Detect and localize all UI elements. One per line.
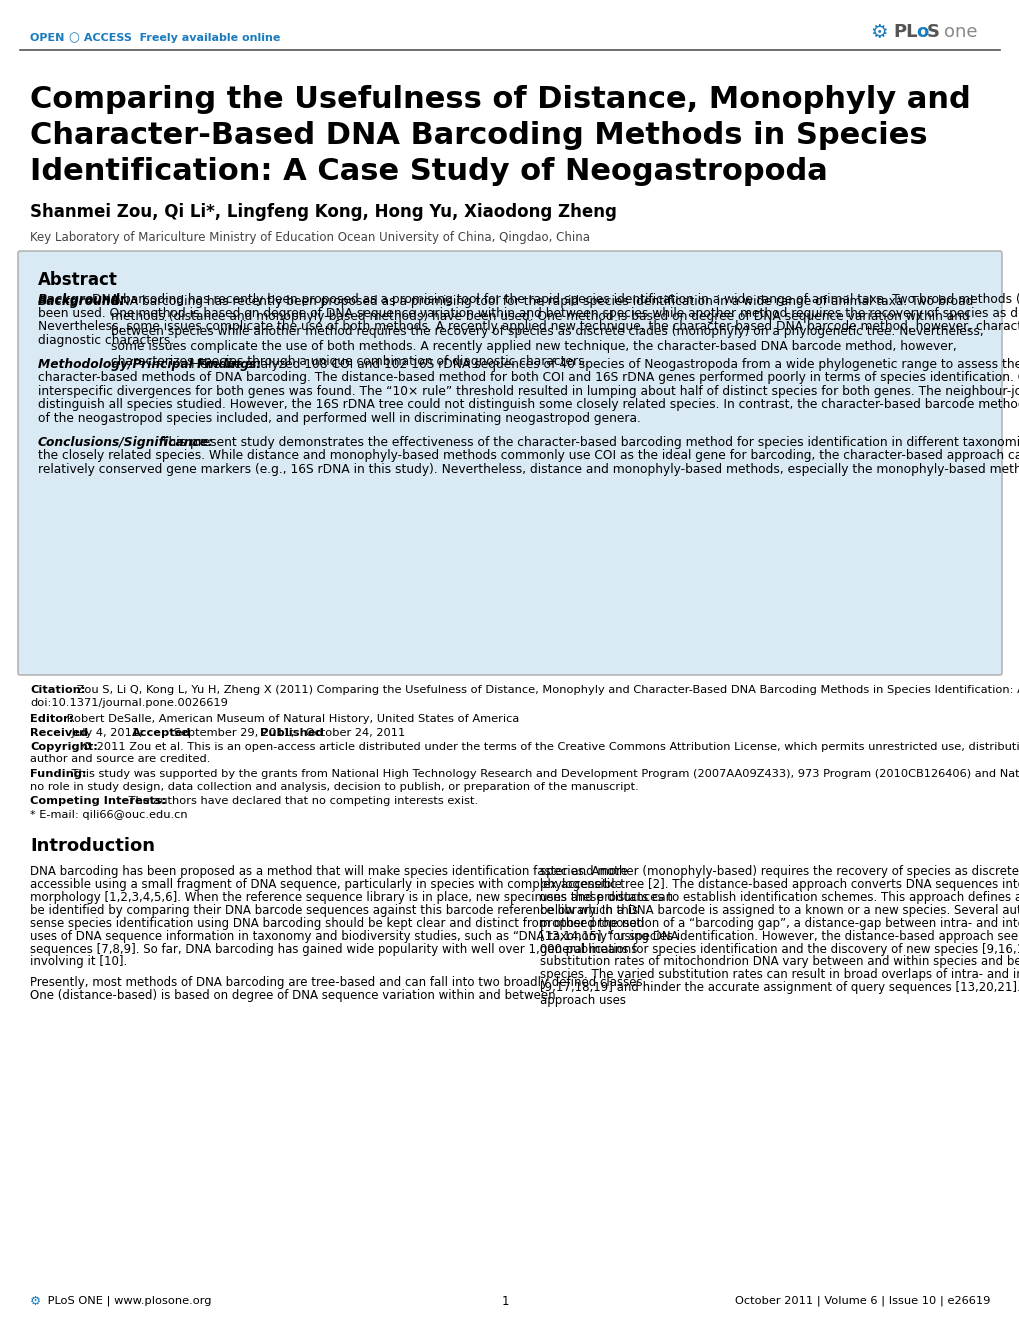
Text: [13,14,15], for species identification. However, the distance-based approach see: [13,14,15], for species identification. … xyxy=(539,930,1019,943)
Text: Abstract: Abstract xyxy=(38,271,118,288)
Text: Copyright:: Copyright: xyxy=(30,741,98,752)
Text: relatively conserved gene markers (e.g., 16S rDNA in this study). Nevertheless, : relatively conserved gene markers (e.g.,… xyxy=(38,464,1019,475)
Text: species. The varied substitution rates can result in broad overlaps of intra- an: species. The varied substitution rates c… xyxy=(539,968,1019,981)
Text: One (distance-based) is based on degree of DNA sequence variation within and bet: One (distance-based) is based on degree … xyxy=(30,989,555,1002)
Text: Methodology/Principal Findings:: Methodology/Principal Findings: xyxy=(38,357,261,370)
Text: diagnostic characters.: diagnostic characters. xyxy=(38,335,174,346)
Text: Robert DeSalle, American Museum of Natural History, United States of America: Robert DeSalle, American Museum of Natur… xyxy=(63,714,519,724)
Text: be identified by comparing their DNA barcode sequences against this barcode refe: be identified by comparing their DNA bar… xyxy=(30,903,638,917)
Text: approach uses: approach uses xyxy=(539,994,626,1008)
Text: This study was supported by the grants from National High Technology Research an: This study was supported by the grants f… xyxy=(68,769,1019,778)
Text: morphology [1,2,3,4,5,6]. When the reference sequence library is in place, new s: morphology [1,2,3,4,5,6]. When the refer… xyxy=(30,890,673,903)
Text: Key Laboratory of Mariculture Ministry of Education Ocean University of China, Q: Key Laboratory of Mariculture Ministry o… xyxy=(30,230,589,244)
Text: substitution rates of mitochondrion DNA vary between and within species and betw: substitution rates of mitochondrion DNA … xyxy=(539,955,1019,968)
Text: author and source are credited.: author and source are credited. xyxy=(30,755,210,764)
Text: ○: ○ xyxy=(68,32,78,45)
Text: PL: PL xyxy=(892,22,917,41)
Text: below which a DNA barcode is assigned to a known or a new species. Several autho: below which a DNA barcode is assigned to… xyxy=(539,903,1019,917)
Text: Accepted: Accepted xyxy=(131,728,192,738)
Text: DNA barcoding has been proposed as a method that will make species identificatio: DNA barcoding has been proposed as a met… xyxy=(30,865,628,878)
Text: October 24, 2011: October 24, 2011 xyxy=(302,728,406,738)
Text: S: S xyxy=(926,22,946,41)
Text: DNA barcoding has recently been proposed as a promising tool for the rapid speci: DNA barcoding has recently been proposed… xyxy=(92,292,1019,306)
Text: Published: Published xyxy=(260,728,323,738)
Text: PLoS ONE | www.plosone.org: PLoS ONE | www.plosone.org xyxy=(44,1295,211,1305)
Text: doi:10.1371/journal.pone.0026619: doi:10.1371/journal.pone.0026619 xyxy=(30,698,227,707)
Text: Nevertheless, some issues complicate the use of both methods. A recently applied: Nevertheless, some issues complicate the… xyxy=(38,320,1019,333)
Text: Competing Interests:: Competing Interests: xyxy=(30,795,166,806)
Text: DNA barcoding has recently been proposed as a promising tool for the rapid speci: DNA barcoding has recently been proposed… xyxy=(111,295,982,367)
Text: * E-mail: qili66@ouc.edu.cn: * E-mail: qili66@ouc.edu.cn xyxy=(30,810,187,820)
Text: the closely related species. While distance and monophyly-based methods commonly: the closely related species. While dista… xyxy=(38,449,1019,462)
Text: Funding:: Funding: xyxy=(30,769,87,778)
Text: uses of DNA sequence information in taxonomy and biodiversity studies, such as “: uses of DNA sequence information in taxo… xyxy=(30,930,678,943)
Text: sequences [7,8,9]. So far, DNA barcoding has gained wide popularity with well ov: sequences [7,8,9]. So far, DNA barcoding… xyxy=(30,943,637,956)
Text: Zou S, Li Q, Kong L, Yu H, Zheng X (2011) Comparing the Usefulness of Distance, : Zou S, Li Q, Kong L, Yu H, Zheng X (2011… xyxy=(72,685,1019,695)
Text: ⚙: ⚙ xyxy=(869,22,887,42)
Text: one: one xyxy=(943,22,976,41)
Text: Received: Received xyxy=(30,728,88,738)
Text: distinguish all species studied. However, the 16S rDNA tree could not distinguis: distinguish all species studied. However… xyxy=(38,399,1019,411)
Text: phylogenetic tree [2]. The distance-based approach converts DNA sequences into g: phylogenetic tree [2]. The distance-base… xyxy=(539,878,1019,890)
Text: involving it [10].: involving it [10]. xyxy=(30,955,127,968)
Text: accessible using a small fragment of DNA sequence, particularly in species with : accessible using a small fragment of DNA… xyxy=(30,878,622,890)
Text: [9,17,18,19] and hinder the accurate assignment of query sequences [13,20,21]. T: [9,17,18,19] and hinder the accurate ass… xyxy=(539,981,1019,994)
Text: © 2011 Zou et al. This is an open-access article distributed under the terms of : © 2011 Zou et al. This is an open-access… xyxy=(77,741,1019,752)
Text: species. Another (monophyly-based) requires the recovery of species as discrete : species. Another (monophyly-based) requi… xyxy=(539,865,1019,878)
FancyBboxPatch shape xyxy=(18,252,1001,676)
Text: Conclusions/Significance:: Conclusions/Significance: xyxy=(38,436,214,449)
Text: Introduction: Introduction xyxy=(30,838,155,855)
Text: Citation:: Citation: xyxy=(30,685,86,695)
Text: Presently, most methods of DNA barcoding are tree-based and can fall into two br: Presently, most methods of DNA barcoding… xyxy=(30,976,646,989)
Text: interspecific divergences for both genes was found. The “10× rule” threshold res: interspecific divergences for both genes… xyxy=(38,385,1019,398)
Text: 1: 1 xyxy=(500,1295,508,1308)
Text: of the neogastropod species included, and performed well in discriminating neoga: of the neogastropod species included, an… xyxy=(38,412,640,425)
Text: July 4, 2011;: July 4, 2011; xyxy=(68,728,147,738)
Text: o: o xyxy=(915,22,927,41)
Text: Editor:: Editor: xyxy=(30,714,73,724)
Text: Comparing the Usefulness of Distance, Monophyly and: Comparing the Usefulness of Distance, Mo… xyxy=(30,86,970,115)
Text: no role in study design, data collection and analysis, decision to publish, or p: no role in study design, data collection… xyxy=(30,781,638,792)
Text: Background:: Background: xyxy=(38,292,125,306)
Text: sense species identification using DNA barcoding should be kept clear and distin: sense species identification using DNA b… xyxy=(30,917,644,930)
Text: September 29, 2011;: September 29, 2011; xyxy=(170,728,298,738)
Text: This present study demonstrates the effectiveness of the character-based barcodi: This present study demonstrates the effe… xyxy=(161,436,1019,449)
Text: October 2011 | Volume 6 | Issue 10 | e26619: October 2011 | Volume 6 | Issue 10 | e26… xyxy=(734,1295,989,1305)
Text: Here we analyzed 108 COI and 102 16S rDNA sequences of 40 species of Neogastropo: Here we analyzed 108 COI and 102 16S rDN… xyxy=(191,357,1019,370)
Text: ACCESS  Freely available online: ACCESS Freely available online xyxy=(79,33,280,43)
Text: Shanmei Zou, Qi Li*, Lingfeng Kong, Hong Yu, Xiaodong Zheng: Shanmei Zou, Qi Li*, Lingfeng Kong, Hong… xyxy=(30,203,616,221)
Text: Background:: Background: xyxy=(38,295,125,308)
Text: Character-Based DNA Barcoding Methods in Species: Character-Based DNA Barcoding Methods in… xyxy=(30,121,926,150)
Text: proposed the notion of a “barcoding gap”, a distance-gap between intra- and inte: proposed the notion of a “barcoding gap”… xyxy=(539,917,1019,930)
Text: uses these distances to establish identification schemes. This approach defines : uses these distances to establish identi… xyxy=(539,890,1019,903)
Text: character-based methods of DNA barcoding. The distance-based method for both COI: character-based methods of DNA barcoding… xyxy=(38,371,1019,385)
Text: been used. One method is based on degree of DNA sequence variation within and be: been used. One method is based on degree… xyxy=(38,307,1019,320)
Text: general means for species identification and the discovery of new species [9,16,: general means for species identification… xyxy=(539,943,1019,956)
Text: Identification: A Case Study of Neogastropoda: Identification: A Case Study of Neogastr… xyxy=(30,157,827,186)
Text: The authors have declared that no competing interests exist.: The authors have declared that no compet… xyxy=(125,795,478,806)
Text: OPEN: OPEN xyxy=(30,33,68,43)
Text: ⚙: ⚙ xyxy=(30,1295,41,1308)
